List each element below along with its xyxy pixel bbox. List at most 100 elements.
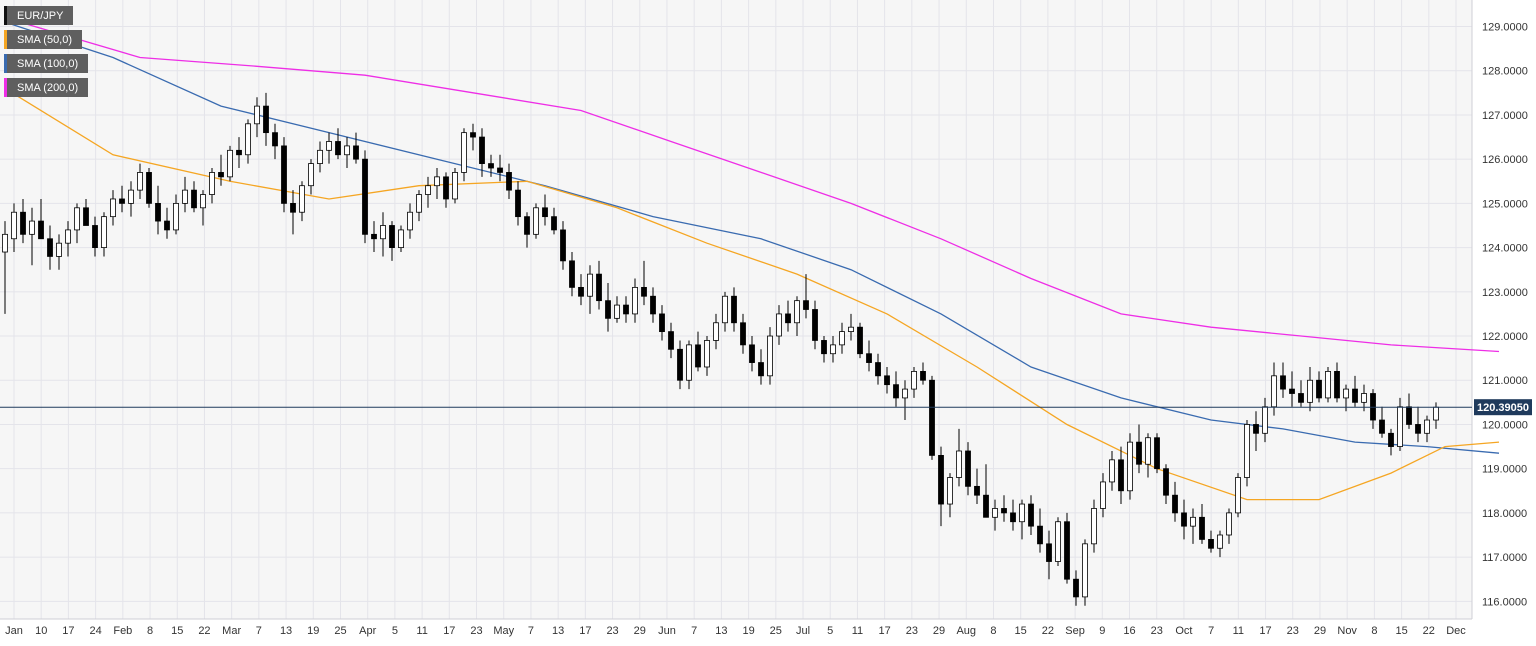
candle[interactable] [155,185,161,235]
candle[interactable] [1136,424,1142,474]
candle[interactable] [560,221,566,270]
candle[interactable] [1334,362,1340,403]
candle[interactable] [164,207,170,239]
candle[interactable] [29,207,35,266]
candle[interactable] [596,260,602,310]
candle[interactable] [245,119,251,164]
legend-item-sma200[interactable]: SMA (200,0) [4,78,89,97]
candle[interactable] [920,362,926,385]
candle[interactable] [335,128,341,160]
candle[interactable] [452,168,458,204]
candle[interactable] [137,163,143,199]
candle[interactable] [884,366,890,394]
candle[interactable] [1199,504,1205,544]
candle[interactable] [443,172,449,208]
candle[interactable] [119,185,125,213]
candle[interactable] [659,305,665,341]
candle[interactable] [254,97,260,138]
candle[interactable] [1163,464,1169,505]
legend-item-sma100[interactable]: SMA (100,0) [4,54,89,73]
candle[interactable] [1073,570,1079,606]
candle[interactable] [938,446,944,527]
candle[interactable] [1154,433,1160,474]
candle[interactable] [65,221,71,257]
candle[interactable] [1235,473,1241,518]
candle[interactable] [1019,499,1025,540]
candle[interactable] [1253,411,1259,451]
candle[interactable] [695,331,701,372]
candle[interactable] [632,278,638,323]
candle[interactable] [722,291,728,332]
candle[interactable] [461,128,467,182]
candle[interactable] [1325,366,1331,403]
candle[interactable] [2,221,8,314]
candle[interactable] [308,159,314,195]
candle[interactable] [1028,495,1034,535]
candle[interactable] [677,340,683,390]
candle[interactable] [713,313,719,350]
candle[interactable] [515,181,521,226]
candle[interactable] [380,212,386,257]
candle[interactable] [1388,428,1394,456]
candle[interactable] [983,464,989,518]
candle[interactable] [740,313,746,354]
candle[interactable] [650,287,656,323]
candle[interactable] [74,203,80,244]
candle[interactable] [146,168,152,208]
candle[interactable] [893,371,899,407]
candle[interactable] [1118,446,1124,505]
candle[interactable] [686,340,692,390]
candle[interactable] [947,473,953,518]
candle[interactable] [371,221,377,253]
candle[interactable] [956,428,962,487]
candle[interactable] [767,327,773,385]
candle[interactable] [1352,375,1358,407]
candle[interactable] [1037,508,1043,553]
candle[interactable] [353,132,359,164]
candle[interactable] [1208,530,1214,553]
candle[interactable] [11,203,17,253]
candle[interactable] [542,194,548,226]
candle[interactable] [902,380,908,421]
candle[interactable] [182,176,188,213]
candle[interactable] [434,168,440,199]
candle[interactable] [1424,415,1430,443]
candle[interactable] [1055,517,1061,566]
candle[interactable] [416,190,422,222]
candle[interactable] [578,274,584,306]
candle[interactable] [965,442,971,496]
candle[interactable] [974,468,980,505]
candle[interactable] [470,123,476,151]
candle[interactable] [1217,530,1223,558]
candle[interactable] [218,154,224,186]
candle[interactable] [623,296,629,323]
candle[interactable] [749,336,755,372]
candle[interactable] [1091,499,1097,553]
candle[interactable] [407,203,413,239]
candle[interactable] [866,340,872,372]
candle[interactable] [731,287,737,332]
candle[interactable] [605,282,611,332]
candle[interactable] [128,181,134,217]
candle[interactable] [857,322,863,359]
candle[interactable] [497,154,503,182]
candle[interactable] [1082,539,1088,606]
candle[interactable] [83,198,89,226]
candle[interactable] [1064,512,1070,584]
candle[interactable] [569,252,575,297]
candle[interactable] [425,176,431,208]
candle[interactable] [533,203,539,239]
candle[interactable] [191,181,197,213]
candle[interactable] [704,336,710,376]
candle[interactable] [506,163,512,199]
candle[interactable] [227,145,233,182]
candle[interactable] [47,225,53,270]
candle[interactable] [362,150,368,244]
legend-item-eurjpy[interactable]: EUR/JPY [4,6,74,25]
candle[interactable] [830,336,836,363]
legend-item-sma50[interactable]: SMA (50,0) [4,30,83,49]
candle[interactable] [1316,371,1322,403]
candle[interactable] [1298,380,1304,407]
candle[interactable] [38,198,44,240]
candle[interactable] [875,353,881,385]
